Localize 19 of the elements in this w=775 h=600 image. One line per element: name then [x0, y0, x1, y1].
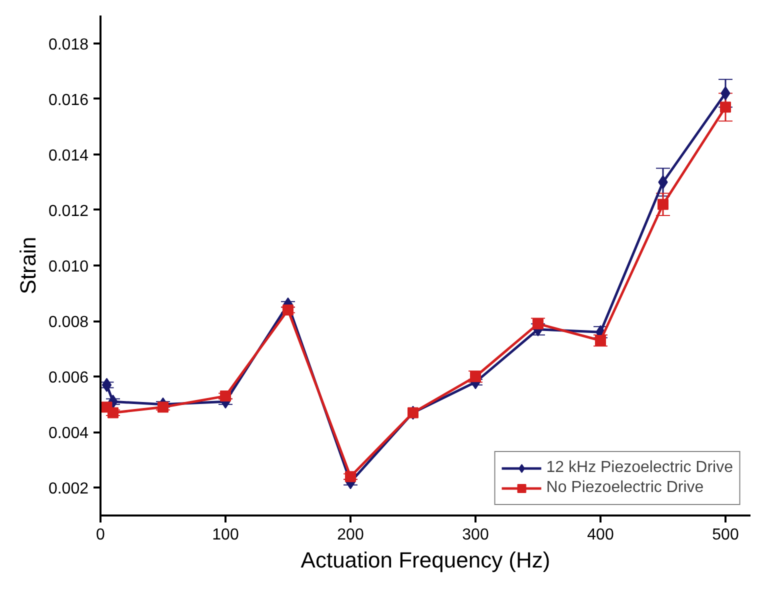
y-tick-label: 0.018 [48, 36, 89, 54]
x-tick-label: 300 [462, 526, 489, 544]
y-tick-label: 0.014 [48, 147, 89, 164]
y-tick-label: 0.006 [48, 370, 89, 387]
y-tick-label: 0.004 [48, 425, 89, 442]
x-tick-label: 400 [587, 526, 614, 544]
y-tick-label: 0.010 [48, 258, 89, 276]
y-tick-label: 0.002 [48, 480, 89, 498]
legend-label: No Piezoelectric Drive [546, 479, 704, 497]
y-tick-label: 0.012 [48, 202, 89, 220]
y-tick-label: 0.008 [48, 314, 89, 332]
x-tick-label: 200 [337, 526, 364, 544]
x-tick-label: 100 [212, 526, 239, 544]
x-axis-title: Actuation Frequency (Hz) [300, 548, 550, 572]
y-tick-label: 0.016 [48, 92, 89, 109]
x-tick-label: 0 [96, 526, 106, 544]
y-axis-title: Strain [15, 236, 40, 294]
legend-label: 12 kHz Piezoelectric Drive [546, 459, 733, 477]
x-tick-label: 500 [712, 526, 739, 544]
